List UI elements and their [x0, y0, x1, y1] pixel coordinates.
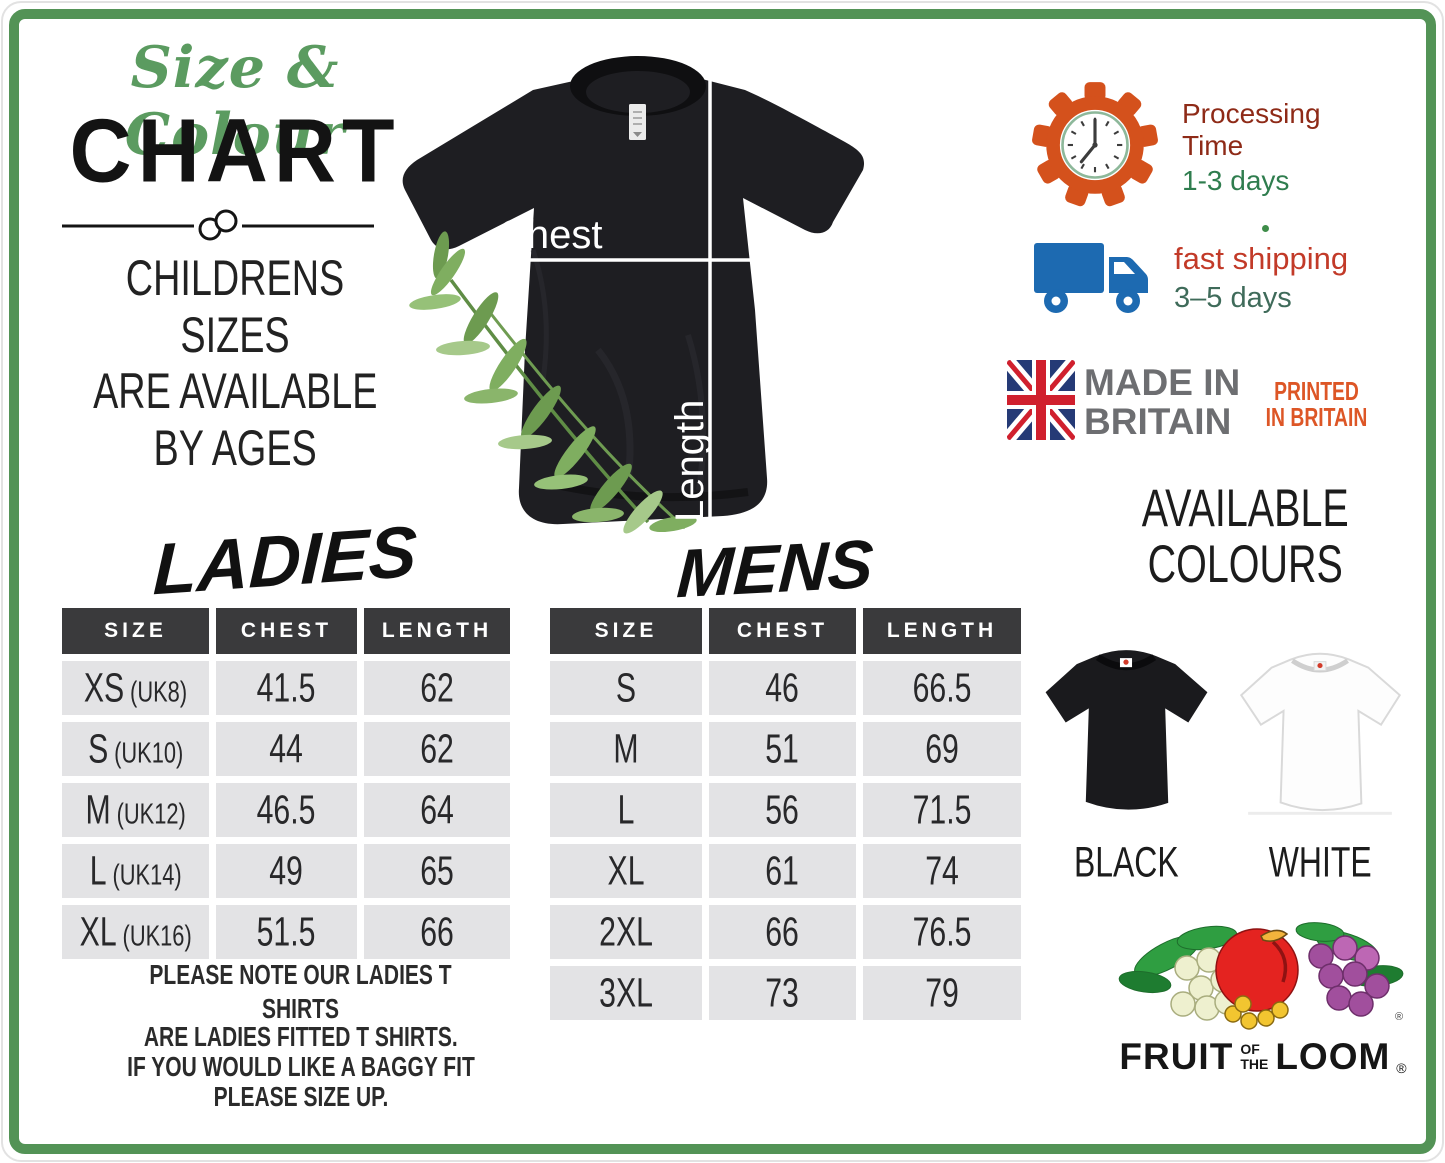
column-header: SIZE — [550, 608, 702, 654]
fabric-folds — [530, 249, 707, 491]
size-cell: S (UK10) — [62, 722, 209, 776]
size-cell: XS (UK8) — [62, 661, 209, 715]
printed-line: PRINTED — [1273, 376, 1359, 406]
size-cell: 2XL — [550, 905, 702, 959]
size-cell: 3XL — [550, 966, 702, 1020]
length-cell: 65 — [364, 844, 510, 898]
union-jack-flag-icon — [1007, 360, 1075, 440]
childrens-line: SIZES — [180, 305, 290, 363]
neck-label — [629, 104, 646, 140]
size-cell: S — [550, 661, 702, 715]
made-in-britain-line: BRITAIN — [1084, 400, 1232, 442]
mens-size-table: SIZE CHEST LENGTH S 46 66.5 M 51 69 L 56… — [550, 608, 1021, 1020]
chest-cell: 73 — [709, 966, 856, 1020]
brand-word: FRUIT — [1119, 1036, 1234, 1077]
chest-cell: 41.5 — [216, 661, 357, 715]
size-cell: XL (UK16) — [62, 905, 209, 959]
colour-option-white: WHITE — [1268, 839, 1372, 887]
size-cell: XL — [550, 844, 702, 898]
greenery-branch — [409, 231, 697, 534]
chest-cell: 61 — [709, 844, 856, 898]
chest-cell: 51 — [709, 722, 856, 776]
length-cell: 64 — [364, 783, 510, 837]
note-line: ARE LADIES FITTED T SHIRTS. — [143, 1021, 458, 1053]
black-tshirt-swatch — [1045, 650, 1208, 810]
length-cell: 79 — [863, 966, 1021, 1020]
mens-heading: MENS — [674, 525, 876, 613]
printed-line: IN BRITAIN — [1265, 402, 1367, 432]
size-cell: M (UK12) — [62, 783, 209, 837]
made-in-britain-line: MADE IN — [1084, 362, 1241, 403]
avail-line: AVAILABLE — [1141, 477, 1349, 538]
length-cell: 74 — [863, 844, 1021, 898]
shipping-days: 3–5 days — [1174, 282, 1292, 315]
column-header: CHEST — [709, 608, 856, 654]
length-cell: 71.5 — [863, 783, 1021, 837]
decorative-dot — [1262, 225, 1269, 232]
chest-cell: 46.5 — [216, 783, 357, 837]
length-cell: 76.5 — [863, 905, 1021, 959]
length-cell: 66.5 — [863, 661, 1021, 715]
ladies-fit-note: PLEASE NOTE OUR LADIES T SHIRTS ARE LADI… — [78, 960, 523, 1113]
size-cell: M — [550, 722, 702, 776]
tshirt-silhouette — [402, 68, 865, 525]
ladies-size-table: SIZE CHEST LENGTH XS (UK8) 41.5 62 S (UK10… — [62, 608, 510, 959]
avail-line: COLOURS — [1147, 534, 1343, 594]
length-cell: 62 — [364, 661, 510, 715]
processing-title: Time — [1182, 129, 1244, 161]
made-in-britain-logo: MADE IN BRITAIN — [1084, 362, 1241, 442]
chest-cell: 51.5 — [216, 905, 357, 959]
childrens-line: ARE AVAILABLE — [92, 362, 378, 420]
chest-cell: 44 — [216, 722, 357, 776]
fast-shipping-badge: fast shipping 3–5 days — [1174, 240, 1348, 316]
page-title-main: CHART — [69, 100, 401, 202]
note-line: PLEASE SIZE UP. — [213, 1081, 388, 1113]
childrens-line: BY AGES — [153, 418, 317, 477]
tshirt-measurement-diagram: Chest Length — [402, 56, 865, 534]
chest-label: Chest — [498, 213, 603, 257]
printed-in-britain-stamp: PRINTED IN BRITAIN — [1243, 376, 1389, 432]
length-cell: 66 — [364, 905, 510, 959]
childrens-note: CHILDRENS SIZES ARE AVAILABLE BY AGES — [55, 248, 415, 477]
processing-title: Processing — [1182, 98, 1321, 129]
column-header: LENGTH — [364, 608, 510, 654]
fruit-registered-mark: ® — [1395, 1011, 1403, 1023]
chest-cell: 46 — [709, 661, 856, 715]
brand-word: LOOM — [1275, 1036, 1391, 1077]
note-line: PLEASE NOTE OUR LADIES T SHIRTS — [149, 959, 452, 1025]
size-cell: L (UK14) — [62, 844, 209, 898]
green-border-frame — [9, 9, 1436, 1154]
brand-of-the: OF THE — [1240, 1041, 1269, 1072]
column-header: CHEST — [216, 608, 357, 654]
length-cell: 69 — [863, 722, 1021, 776]
fruit-of-the-loom-logo-icon: ® — [1118, 922, 1404, 1030]
chest-cell: 66 — [709, 905, 856, 959]
white-tshirt-swatch — [1239, 652, 1402, 815]
available-colours-heading: AVAILABLE COLOURS — [1112, 477, 1378, 594]
processing-time-badge: Processing Time 1-3 days — [1182, 98, 1321, 197]
column-header: SIZE — [62, 608, 209, 654]
colour-option-black: BLACK — [1073, 839, 1179, 887]
length-cell: 62 — [364, 722, 510, 776]
childrens-line: CHILDRENS — [125, 248, 345, 306]
truck-icon — [1034, 243, 1148, 313]
column-header: LENGTH — [863, 608, 1021, 654]
processing-days: 1-3 days — [1182, 164, 1290, 196]
fruit-of-the-loom-wordmark: FRUIT OF THE LOOM ® — [1106, 1036, 1420, 1078]
shipping-label: fast shipping — [1174, 241, 1349, 276]
chest-cell: 49 — [216, 844, 357, 898]
size-cell: L — [550, 783, 702, 837]
chest-cell: 56 — [709, 783, 856, 837]
gear-clock-icon — [1032, 82, 1158, 207]
registered-mark: ® — [1396, 1060, 1407, 1076]
note-line: IF YOU WOULD LIKE A BAGGY FIT — [126, 1051, 475, 1083]
divider-ornament — [62, 209, 374, 241]
page-title-script: Size & Colour — [124, 34, 346, 168]
length-label: Length — [668, 400, 712, 522]
